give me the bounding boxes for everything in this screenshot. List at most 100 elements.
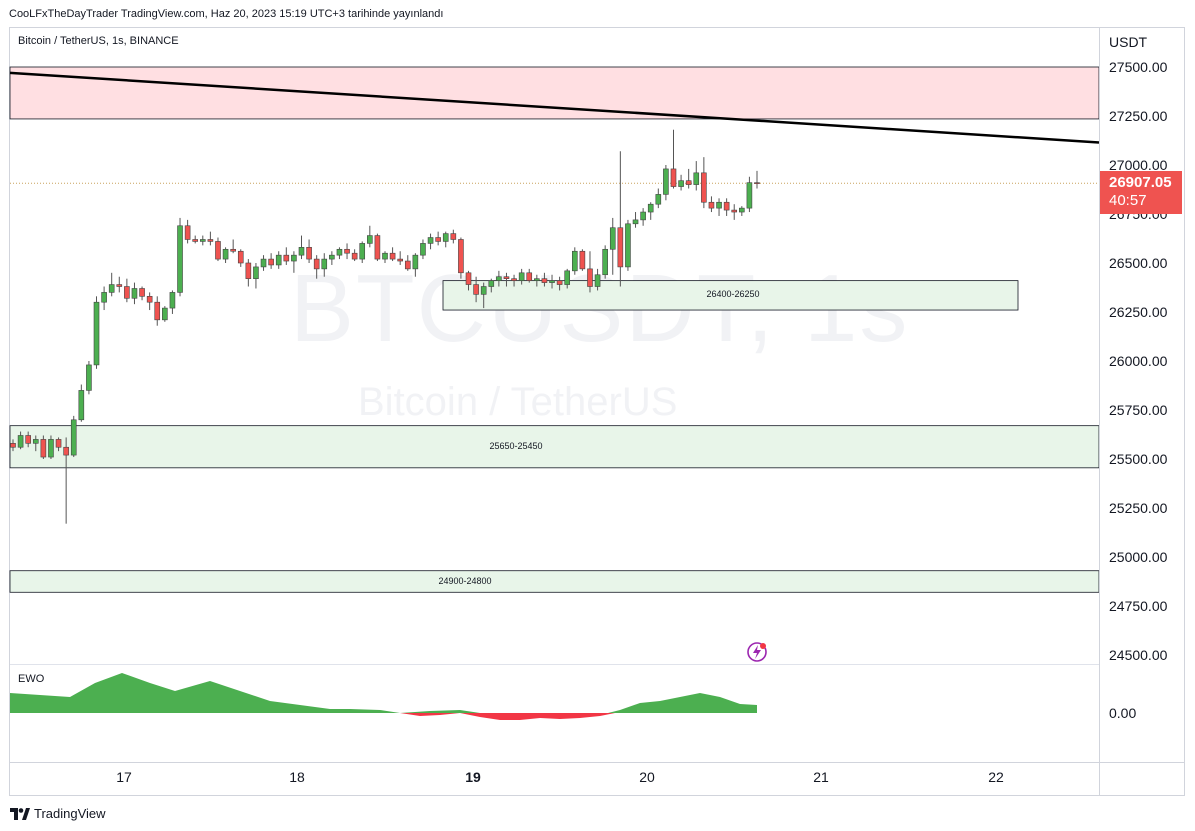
candle-body	[480, 286, 487, 295]
time-tick-label: 20	[639, 769, 655, 785]
candle-body	[184, 225, 191, 240]
candle-body	[70, 419, 77, 456]
candle-body	[397, 258, 403, 262]
tradingview-brand: TradingView	[34, 806, 106, 821]
candle-body	[382, 252, 388, 260]
ewo-positive-area	[10, 673, 757, 719]
chart-frame	[9, 27, 1185, 796]
ewo-negative-area	[400, 713, 615, 720]
current-price-label: 26907.05 40:57	[1100, 171, 1182, 214]
zone-box[interactable]	[9, 570, 1100, 593]
price-tick-label: 25750.00	[1109, 402, 1168, 418]
candle-body	[549, 280, 555, 283]
candle-body	[48, 439, 54, 458]
symbol-title[interactable]: Bitcoin / TetherUS, 1s, BINANCE	[18, 35, 179, 47]
candle-body	[503, 276, 510, 279]
zone-box[interactable]	[442, 280, 1019, 311]
tradingview-logo[interactable]: TradingView	[10, 806, 106, 821]
candle-body	[465, 272, 472, 285]
price-axis-divider	[1099, 28, 1100, 795]
candle-body	[313, 258, 320, 270]
candle-body	[678, 180, 684, 187]
tradingview-logo-icon	[10, 807, 30, 820]
trendline[interactable]	[9, 71, 1100, 144]
time-tick-label: 17	[116, 769, 132, 785]
candle-body	[367, 235, 373, 244]
candle-body	[298, 247, 305, 256]
candle-body	[199, 239, 206, 242]
candle-body	[245, 262, 252, 279]
candle-body	[556, 280, 563, 285]
candle-body	[192, 239, 199, 242]
zone-box[interactable]	[9, 425, 1100, 469]
candle-body	[518, 272, 525, 281]
candle-body	[716, 201, 722, 209]
candle-body	[450, 233, 457, 240]
price-tick-label: 25000.00	[1109, 549, 1168, 565]
candle-body	[534, 278, 540, 281]
candle-body	[701, 172, 707, 203]
zone-box[interactable]	[9, 66, 1100, 120]
candle-body	[374, 235, 381, 260]
candle-body	[237, 250, 244, 264]
candle-body	[647, 203, 654, 213]
price-tick-label: 25250.00	[1109, 500, 1168, 516]
candle-body	[131, 288, 138, 299]
candle-body	[40, 439, 47, 458]
candle-body	[670, 168, 677, 187]
candle-body	[754, 182, 760, 184]
candle-body	[207, 239, 214, 242]
candle-body	[746, 182, 753, 209]
bar-countdown: 40:57	[1109, 192, 1147, 209]
candle-body	[602, 248, 608, 276]
price-tick-label: 27250.00	[1109, 108, 1168, 124]
name-watermark: Bitcoin / TetherUS	[358, 380, 678, 424]
candle-body	[663, 168, 669, 195]
candle-body	[488, 280, 495, 287]
zone-label: 26400-26250	[706, 289, 760, 300]
candle-body	[329, 254, 335, 260]
price-tick-label: 27500.00	[1109, 59, 1168, 75]
candle-body	[55, 439, 62, 448]
candle-body	[571, 250, 578, 272]
candle-body	[222, 248, 229, 260]
candle-body	[496, 276, 502, 281]
candle-body	[215, 241, 221, 260]
candle-body	[442, 233, 449, 242]
candle-body	[78, 390, 85, 421]
candle-body	[389, 252, 396, 260]
zone-label: 25650-25450	[489, 440, 543, 451]
price-tick-label: 26000.00	[1109, 353, 1168, 369]
candle-body	[63, 446, 69, 456]
pane-divider[interactable]	[10, 664, 1099, 665]
candle-body	[594, 274, 601, 287]
candle-body	[685, 180, 692, 185]
candle-body	[344, 248, 350, 254]
candle-body	[154, 301, 161, 321]
candle-body	[253, 266, 259, 279]
time-tick-label: 21	[813, 769, 829, 785]
time-axis-divider	[10, 762, 1185, 763]
time-tick-label: 22	[988, 769, 1004, 785]
ewo-indicator-title[interactable]: EWO	[18, 673, 45, 685]
candle-body	[283, 254, 290, 262]
lightning-icon[interactable]	[745, 640, 769, 669]
candle-body	[564, 270, 571, 285]
candle-body	[359, 243, 366, 260]
zone-label: 24900-24800	[438, 575, 492, 586]
candle-body	[435, 237, 441, 242]
candle-body	[458, 239, 464, 274]
candle-body	[25, 435, 31, 444]
candle-body	[291, 254, 297, 262]
candle-body	[404, 260, 411, 270]
candle-body	[351, 252, 358, 260]
candle-body	[162, 307, 168, 321]
candle-body	[708, 201, 715, 209]
currency-label[interactable]: USDT	[1109, 34, 1148, 50]
price-tick-label: 24500.00	[1109, 647, 1168, 663]
candle-body	[541, 278, 548, 283]
candle-body	[32, 439, 39, 444]
candle-body	[609, 227, 616, 250]
price-tick-label: 27000.00	[1109, 157, 1168, 173]
